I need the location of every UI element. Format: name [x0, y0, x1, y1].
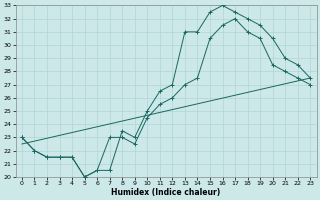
X-axis label: Humidex (Indice chaleur): Humidex (Indice chaleur) [111, 188, 221, 197]
